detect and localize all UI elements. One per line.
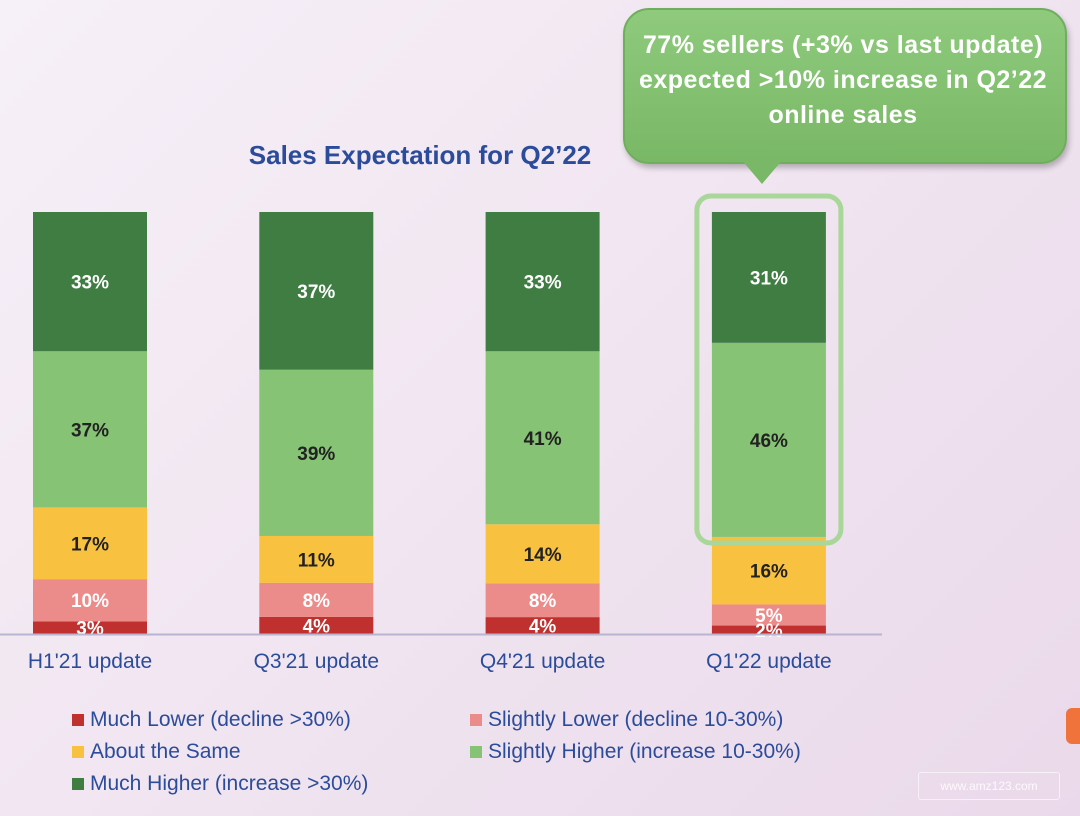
- data-label: 33%: [524, 273, 562, 294]
- chart-title: Sales Expectation for Q2’22: [248, 140, 592, 170]
- callout-pointer: [740, 158, 784, 184]
- legend-label: Much Lower (decline >30%): [90, 708, 351, 731]
- data-label: 37%: [71, 420, 109, 441]
- data-label: 39%: [297, 444, 335, 465]
- bar-segment-much-lower-q3-21-update: [259, 616, 374, 634]
- legend-swatch: [72, 778, 84, 790]
- bar-segment-about-the-same-q3-21-update: [259, 535, 374, 583]
- bar-segment-much-lower-q1-22-update: [711, 625, 826, 634]
- bar-segment-about-the-same-h1-21-update: [33, 507, 147, 580]
- data-label: 5%: [755, 606, 783, 627]
- data-label: 8%: [529, 591, 557, 612]
- data-label: 11%: [298, 550, 335, 571]
- legend-label: Much Higher (increase >30%): [90, 772, 369, 795]
- bar-segment-slightly-lower-q4-21-update: [485, 583, 600, 618]
- bars-layer: [33, 193, 844, 634]
- data-label: 17%: [71, 534, 109, 555]
- data-label: 37%: [297, 282, 335, 303]
- data-label: 8%: [303, 591, 331, 612]
- bar-segment-about-the-same-q1-22-update: [711, 536, 826, 605]
- data-label: 4%: [529, 617, 557, 638]
- data-label: 2%: [755, 621, 783, 642]
- x-tick-label: H1'21 update: [28, 650, 152, 673]
- bar-segment-slightly-higher-h1-21-update: [33, 351, 147, 508]
- legend-label: Slightly Higher (increase 10-30%): [488, 740, 801, 763]
- bar-segment-slightly-higher-q1-22-update: [711, 342, 826, 537]
- bar-segment-much-higher-h1-21-update: [33, 212, 147, 352]
- watermark: www.amz123.com: [918, 772, 1060, 800]
- data-label: 46%: [750, 431, 788, 452]
- axis-layer: H1'21 update Q3'21 update Q4'21 update Q1'2…: [0, 633, 882, 673]
- callout-box: [623, 8, 1067, 164]
- bar-segment-slightly-higher-q3-21-update: [259, 369, 374, 536]
- legend-label: Slightly Lower (decline 10-30%): [488, 708, 784, 731]
- legend-item-about-the-same: About the Same: [72, 740, 241, 764]
- x-tick-label: Q1'22 update: [706, 650, 831, 673]
- bar-segment-slightly-lower-q3-21-update: [259, 582, 374, 617]
- bar-segment-much-higher-q1-22-update: [711, 212, 826, 343]
- legend-swatch: [72, 746, 84, 758]
- data-label: 16%: [750, 562, 788, 583]
- bar-segment-much-lower-h1-21-update: [33, 621, 147, 634]
- x-tick-label: Q3'21 update: [254, 650, 379, 673]
- bar-segment-much-higher-q3-21-update: [259, 212, 374, 370]
- data-label: 14%: [524, 545, 562, 566]
- bar-segment-slightly-higher-q4-21-update: [485, 351, 600, 525]
- legend-label: About the Same: [90, 740, 241, 763]
- stacked-bar-chart: 3% 10% 17% 37% 33% 4% 8% 11% 39% 37% 4% 8% 14% 41% 33%…: [0, 193, 882, 673]
- callout-text: 77% sellers (+3% vs last update) expecte…: [638, 31, 1048, 129]
- corner-logo: [1066, 708, 1080, 744]
- legend-item-slightly-lower: Slightly Lower (decline 10-30%): [470, 708, 783, 732]
- data-label: 3%: [76, 619, 104, 640]
- bar-segment-much-higher-q4-21-update: [485, 212, 600, 352]
- bar-segment-about-the-same-q4-21-update: [485, 524, 600, 584]
- data-label: 4%: [303, 616, 331, 637]
- data-label: 41%: [524, 429, 562, 450]
- bar-segment-slightly-lower-q1-22-update: [711, 604, 826, 626]
- legend-item-much-lower: Much Lower (decline >30%): [72, 708, 351, 732]
- highlight-frame: [694, 193, 844, 546]
- labels-layer: 3% 10% 17% 37% 33% 4% 8% 11% 39% 37% 4% 8% 14% 41% 33%…: [71, 268, 788, 641]
- legend-item-much-higher: Much Higher (increase >30%): [72, 772, 368, 796]
- legend-swatch: [470, 746, 482, 758]
- bar-segment-much-lower-q4-21-update: [485, 617, 600, 634]
- legend-item-slightly-higher: Slightly Higher (increase 10-30%): [470, 740, 801, 764]
- data-label: 10%: [71, 591, 109, 612]
- legend-swatch: [72, 714, 84, 726]
- bar-segment-slightly-lower-h1-21-update: [33, 579, 147, 622]
- x-tick-label: Q4'21 update: [480, 650, 605, 673]
- data-label: 33%: [71, 273, 109, 294]
- legend-swatch: [470, 714, 482, 726]
- data-label: 31%: [750, 268, 788, 289]
